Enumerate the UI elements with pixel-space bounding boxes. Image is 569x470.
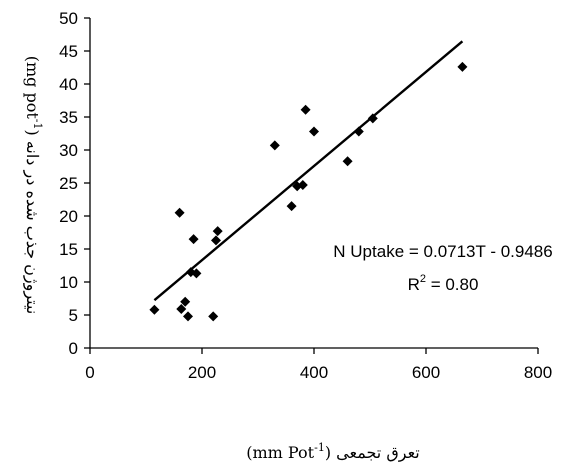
data-point	[212, 226, 223, 237]
data-point	[457, 61, 468, 72]
y-tick-label: 10	[59, 273, 78, 292]
y-tick-label: 15	[59, 240, 78, 259]
y-axis-title-close: )	[23, 56, 42, 62]
trendline	[153, 40, 464, 302]
data-point	[300, 104, 311, 115]
y-tick-label: 40	[59, 75, 78, 94]
y-tick-label: 35	[59, 108, 78, 127]
x-tick-label: 600	[412, 363, 440, 382]
data-point	[149, 304, 160, 315]
x-tick-label: 800	[524, 363, 552, 382]
trendline-equation: N Uptake = 0.0713T - 0.9486	[333, 242, 552, 261]
y-axis-ticks: 0 5 10 15 20 25 30 35 40 45 50	[59, 9, 90, 358]
plot-area: 0 5 10 15 20 25 30 35 40 45 50 0 200 400 600 800	[59, 9, 552, 382]
y-tick-label: 45	[59, 42, 78, 61]
x-tick-label: 400	[300, 363, 328, 382]
data-point	[191, 268, 202, 279]
r-squared-symbol: R	[408, 275, 420, 294]
y-tick-label: 30	[59, 141, 78, 160]
y-tick-label: 0	[69, 339, 78, 358]
data-point	[211, 235, 221, 246]
data-point	[269, 140, 280, 151]
data-point	[309, 126, 319, 137]
r-squared-value: = 0.80	[426, 275, 478, 294]
x-axis-ticks: 0 200 400 600 800	[85, 348, 552, 382]
data-point	[174, 207, 185, 218]
y-axis-title: نیتروژن جذب شده در دانه (mg pot-1)	[23, 56, 44, 315]
x-axis-title-text: تعرق تجمعی (mm Pot	[253, 443, 420, 462]
data-point	[180, 296, 191, 307]
y-axis-title-superscript: -1	[31, 119, 44, 130]
data-point	[188, 234, 199, 245]
r-squared-superscript: 2	[420, 273, 426, 285]
y-tick-label: 5	[69, 306, 78, 325]
data-point	[297, 179, 308, 190]
data-point	[183, 311, 193, 322]
x-tick-label: 0	[85, 363, 94, 382]
y-tick-label: 25	[59, 174, 78, 193]
y-tick-label: 20	[59, 207, 78, 226]
data-point	[208, 311, 219, 322]
y-tick-label: 50	[59, 9, 78, 28]
r-squared-label: R2 = 0.80	[408, 273, 479, 294]
y-axis-title-text: نیتروژن جذب شده در دانه (mg pot	[23, 62, 42, 314]
data-point	[342, 156, 353, 167]
data-point	[176, 304, 187, 315]
data-point	[286, 201, 297, 212]
x-tick-label: 200	[188, 363, 216, 382]
x-axis-title-close: )	[246, 443, 252, 462]
x-axis-title: تعرق تجمعی (mm Pot-1)	[246, 441, 420, 462]
x-axis-title-superscript: -1	[314, 441, 325, 454]
